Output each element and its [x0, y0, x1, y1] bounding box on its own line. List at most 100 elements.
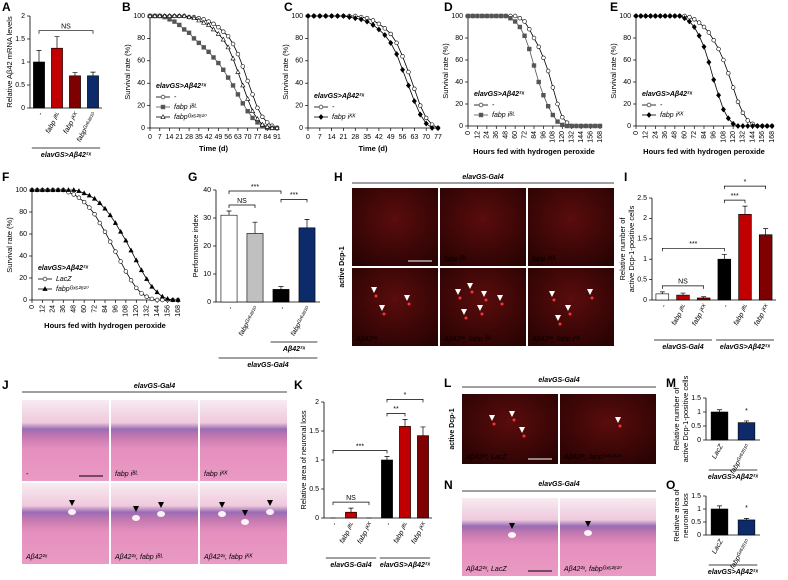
- data-point: [138, 267, 145, 273]
- y-tick-label: 80: [295, 35, 303, 42]
- data-point: [113, 249, 118, 254]
- x-axis-label: Hours fed with hydrogen peroxide: [643, 147, 765, 156]
- data-point: [162, 13, 168, 18]
- panel-letter: G: [188, 170, 197, 184]
- y-axis-label: Relative number of: [618, 217, 627, 281]
- bar: [676, 294, 690, 301]
- group-label: elavGS>Aβ42²ˣ: [708, 569, 759, 576]
- x-axis-label: Time (d): [358, 144, 388, 153]
- arrowhead: [133, 506, 139, 512]
- x-tick-label: 35: [195, 134, 203, 141]
- y-axis-label: Relative area of: [672, 488, 681, 541]
- y-tick-label: 0: [315, 515, 319, 522]
- data-point: [211, 55, 216, 60]
- data-point: [498, 13, 504, 19]
- error-bar: [252, 221, 258, 234]
- arrowhead: [267, 500, 273, 506]
- x-tick-label: 12: [39, 305, 46, 313]
- legend-label: fabp iᴷᴷ: [660, 112, 684, 119]
- y-axis-label: Survival rate (%): [123, 44, 132, 100]
- y-tick-label: 1: [643, 256, 647, 263]
- micrograph-label: -: [26, 471, 29, 478]
- data-point: [186, 14, 192, 19]
- data-point: [164, 295, 171, 301]
- error-bar: [717, 505, 722, 509]
- arrowhead: [555, 315, 561, 321]
- data-point: [144, 276, 150, 281]
- x-tick-label: 108: [550, 131, 557, 143]
- legend-marker: [478, 112, 484, 118]
- data-point: [735, 123, 741, 129]
- data-point: [730, 85, 736, 90]
- data-point: [489, 13, 494, 19]
- x-tick-label: 7: [158, 134, 162, 141]
- panel-letter: A: [2, 0, 11, 14]
- data-point: [382, 32, 388, 38]
- x-tick-label: 28: [185, 134, 193, 141]
- significance-label: ***: [251, 184, 259, 191]
- x-tick-label: 49: [214, 134, 222, 141]
- panel-letter: M: [666, 376, 676, 390]
- stained-cell: [470, 290, 474, 294]
- data-point: [235, 92, 241, 97]
- arrowhead: [477, 305, 483, 311]
- x-tick-label: 91: [273, 134, 281, 141]
- data-point: [648, 13, 654, 19]
- panel-letter: C: [284, 0, 293, 14]
- legend-label: fabpᴳˣ⁶²⁸¹⁰: [56, 285, 89, 293]
- bar: [737, 519, 756, 536]
- data-point: [329, 13, 335, 19]
- y-tick-label: 40: [19, 253, 27, 260]
- significance-label: ***: [290, 192, 298, 199]
- data-point: [265, 120, 270, 125]
- legend-label: -: [492, 102, 495, 109]
- x-tick-label: 48: [503, 131, 510, 139]
- stained-cell: [512, 418, 516, 422]
- data-point: [662, 13, 668, 19]
- legend-marker: [160, 114, 166, 119]
- error-bar: [348, 507, 354, 513]
- data-point: [245, 78, 250, 84]
- data-point: [230, 83, 236, 88]
- data-point: [479, 13, 485, 19]
- data-point: [196, 40, 202, 46]
- x-tick-label: 60: [681, 131, 688, 139]
- data-point: [418, 103, 423, 108]
- data-point: [517, 24, 523, 30]
- error-bar: [278, 286, 284, 290]
- x-tick-label: 72: [91, 305, 98, 313]
- data-point: [107, 212, 113, 218]
- y-tick-label: 1: [21, 59, 25, 66]
- panel-letter: H: [334, 170, 343, 184]
- x-tick-label: 108: [123, 305, 130, 317]
- y-tick-label: 0: [459, 123, 463, 130]
- data-point: [725, 115, 731, 122]
- data-point: [588, 123, 593, 129]
- data-point: [435, 125, 441, 131]
- data-point: [128, 278, 134, 283]
- data-point: [388, 31, 393, 37]
- data-point: [102, 229, 108, 235]
- data-point: [176, 13, 182, 18]
- data-point: [531, 63, 537, 68]
- y-tick-label: 1: [697, 409, 701, 416]
- data-point: [574, 123, 579, 129]
- error-bar: [680, 292, 686, 296]
- x-tick-label: 48: [71, 305, 78, 313]
- x-tick-label: 72: [691, 131, 698, 139]
- y-tick-label: 80: [19, 209, 27, 216]
- data-point: [245, 95, 251, 101]
- bar: [33, 61, 45, 109]
- stained-cell: [492, 422, 496, 426]
- significance-bracket: [228, 190, 282, 194]
- group-label: elavGS>Aβ42²ˣ: [380, 562, 431, 569]
- data-point: [50, 187, 56, 192]
- data-point: [745, 118, 750, 123]
- y-tick-label: 100: [619, 13, 631, 20]
- x-tick-label: 0: [148, 134, 152, 141]
- data-point: [555, 119, 560, 124]
- data-point: [536, 44, 541, 49]
- data-point: [745, 123, 751, 129]
- data-point: [667, 13, 673, 19]
